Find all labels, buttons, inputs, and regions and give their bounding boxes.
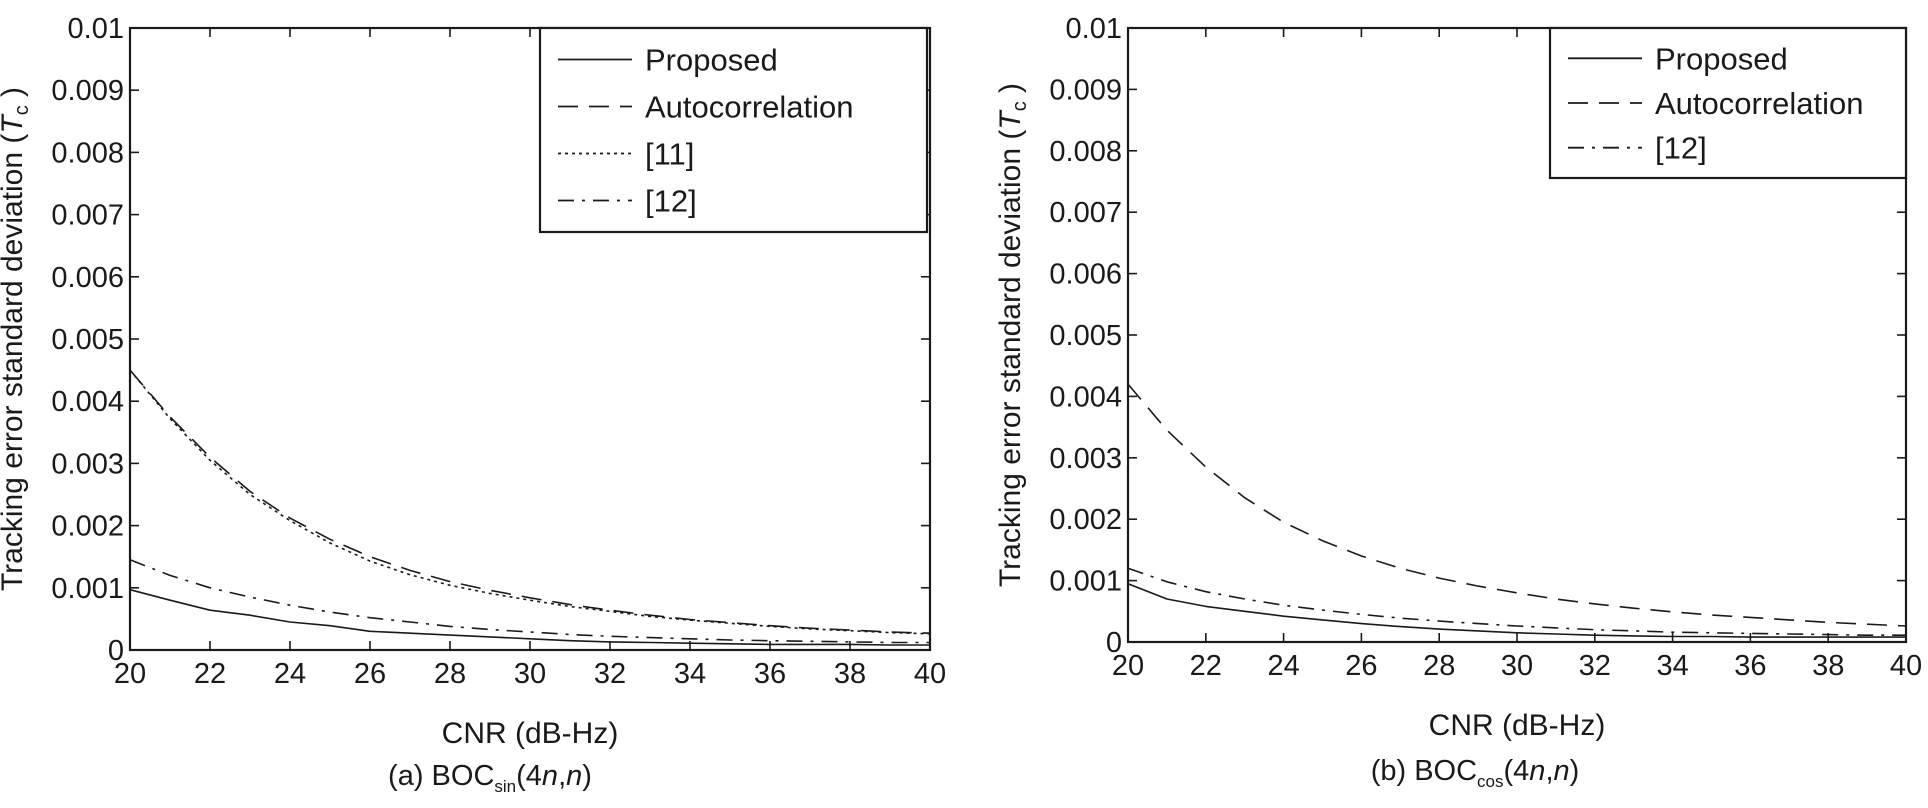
- figure-caption: (a) BOCsin(4n,n): [388, 760, 592, 796]
- legend-box: [538, 26, 929, 234]
- x-tick-label: 30: [514, 658, 546, 690]
- y-tick-label: 0.008: [51, 137, 124, 169]
- x-tick-label: 36: [754, 658, 786, 690]
- legend-label: [12]: [645, 184, 697, 219]
- y-tick-label: 0.001: [1049, 566, 1122, 598]
- x-tick-label: 30: [1501, 650, 1533, 682]
- y-tick-label: 0.007: [1049, 197, 1122, 229]
- x-tick-label: 24: [274, 658, 306, 690]
- x-tick-label: 28: [1423, 650, 1455, 682]
- series-line-dashed: [1127, 383, 1907, 627]
- figure-caption: (b) BOCcos(4n,n): [1371, 755, 1580, 791]
- series-line-solid: [129, 588, 930, 646]
- y-axis-label: Tracking error standard deviation (Tc ): [0, 87, 33, 591]
- y-tick-label: 0.005: [51, 324, 124, 356]
- x-tick-label: 32: [1579, 650, 1611, 682]
- y-axis-label: Tracking error standard deviation (Tc ): [994, 83, 1031, 587]
- x-tick-label: 20: [1112, 650, 1144, 682]
- x-tick-label: 40: [1890, 650, 1922, 682]
- x-tick-label: 32: [594, 658, 626, 690]
- x-axis-label: CNR (dB-Hz): [1429, 709, 1606, 742]
- x-tick-label: 28: [434, 658, 466, 690]
- y-tick-label: 0.002: [1049, 504, 1122, 536]
- y-tick-label: 0.009: [51, 75, 124, 107]
- y-tick-label: 0.001: [51, 573, 124, 605]
- x-tick-label: 38: [1812, 650, 1844, 682]
- series-line-dotted: [129, 369, 931, 635]
- legend-label: [11]: [645, 137, 694, 172]
- y-tick-label: 0.004: [1049, 381, 1122, 413]
- y-tick-label: 0.006: [1049, 259, 1122, 291]
- legend-label: [12]: [1655, 131, 1707, 166]
- x-tick-label: 24: [1267, 650, 1299, 682]
- series-line-dashdot: [1127, 567, 1906, 637]
- x-tick-label: 26: [354, 658, 386, 690]
- x-tick-label: 22: [194, 658, 226, 690]
- y-tick-label: 0.002: [51, 511, 124, 543]
- x-tick-label: 36: [1734, 650, 1766, 682]
- x-axis-label: CNR (dB-Hz): [442, 717, 619, 750]
- legend-label: Proposed: [645, 43, 778, 78]
- y-tick-label: 0: [108, 635, 124, 667]
- legend: Proposed Autocorrelation [11] [12]: [538, 26, 929, 234]
- series-line-solid: [1127, 582, 1906, 638]
- y-tick-label: 0.01: [68, 13, 124, 45]
- y-tick-label: 0.007: [51, 200, 124, 232]
- legend-label: Autocorrelation: [645, 90, 854, 125]
- y-tick-label: 0.003: [1049, 443, 1122, 475]
- legend: Proposed Autocorrelation [12]: [1548, 26, 1908, 180]
- x-tick-label: 22: [1190, 650, 1222, 682]
- x-tick-label: 34: [674, 658, 706, 690]
- x-tick-label: 34: [1656, 650, 1688, 682]
- y-tick-label: 0.004: [51, 386, 124, 418]
- y-tick-label: 0.005: [1049, 320, 1122, 352]
- y-tick-label: 0.003: [51, 448, 124, 480]
- y-tick-label: 0.009: [1049, 74, 1122, 106]
- y-tick-label: 0.01: [1066, 13, 1122, 45]
- series-line-dashdot: [129, 559, 930, 644]
- y-tick-label: 0.008: [1049, 136, 1122, 168]
- series-line-dashed: [129, 369, 931, 634]
- chart-panel-a: 0 0.001 0.002 0.003 0.004 0.005 0.006 0.007 0.00…: [0, 13, 946, 796]
- legend-label: Autocorrelation: [1655, 86, 1864, 121]
- y-tick-label: 0.006: [51, 262, 124, 294]
- chart-panel-b: 0 0.001 0.002 0.003 0.004 0.005 0.006 0.007 0.00…: [994, 13, 1922, 791]
- x-tick-label: 40: [914, 658, 946, 690]
- x-tick-label: 26: [1345, 650, 1377, 682]
- legend-label: Proposed: [1655, 41, 1788, 76]
- y-tick-label: 0: [1106, 627, 1122, 659]
- x-tick-label: 20: [114, 658, 146, 690]
- x-tick-label: 38: [834, 658, 866, 690]
